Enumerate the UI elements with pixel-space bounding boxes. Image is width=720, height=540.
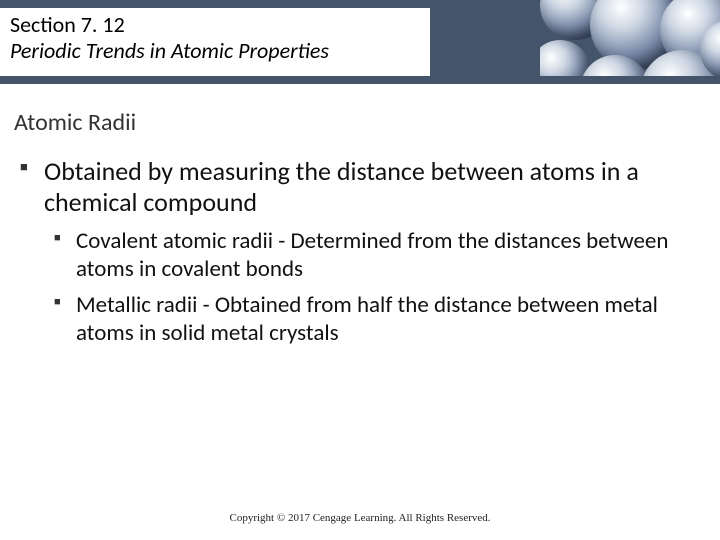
bullet-main: Obtained by measuring the distance betwe… bbox=[18, 156, 698, 217]
content-area: Obtained by measuring the distance betwe… bbox=[18, 156, 698, 356]
header-text-box: Section 7. 12 Periodic Trends in Atomic … bbox=[0, 8, 430, 76]
section-subtitle: Periodic Trends in Atomic Properties bbox=[10, 38, 420, 64]
copyright-footer: Copyright © 2017 Cengage Learning. All R… bbox=[0, 512, 720, 524]
sub-bullets: Covalent atomic radii - Determined from … bbox=[52, 227, 698, 347]
header-underline bbox=[0, 76, 720, 84]
slide: Section 7. 12 Periodic Trends in Atomic … bbox=[0, 0, 720, 540]
bullet-sub: Covalent atomic radii - Determined from … bbox=[52, 227, 698, 283]
bullet-sub: Metallic radii - Obtained from half the … bbox=[52, 291, 698, 347]
section-label: Section 7. 12 bbox=[10, 12, 420, 38]
header-decoration bbox=[540, 0, 720, 84]
topic-heading: Atomic Radii bbox=[14, 108, 136, 137]
